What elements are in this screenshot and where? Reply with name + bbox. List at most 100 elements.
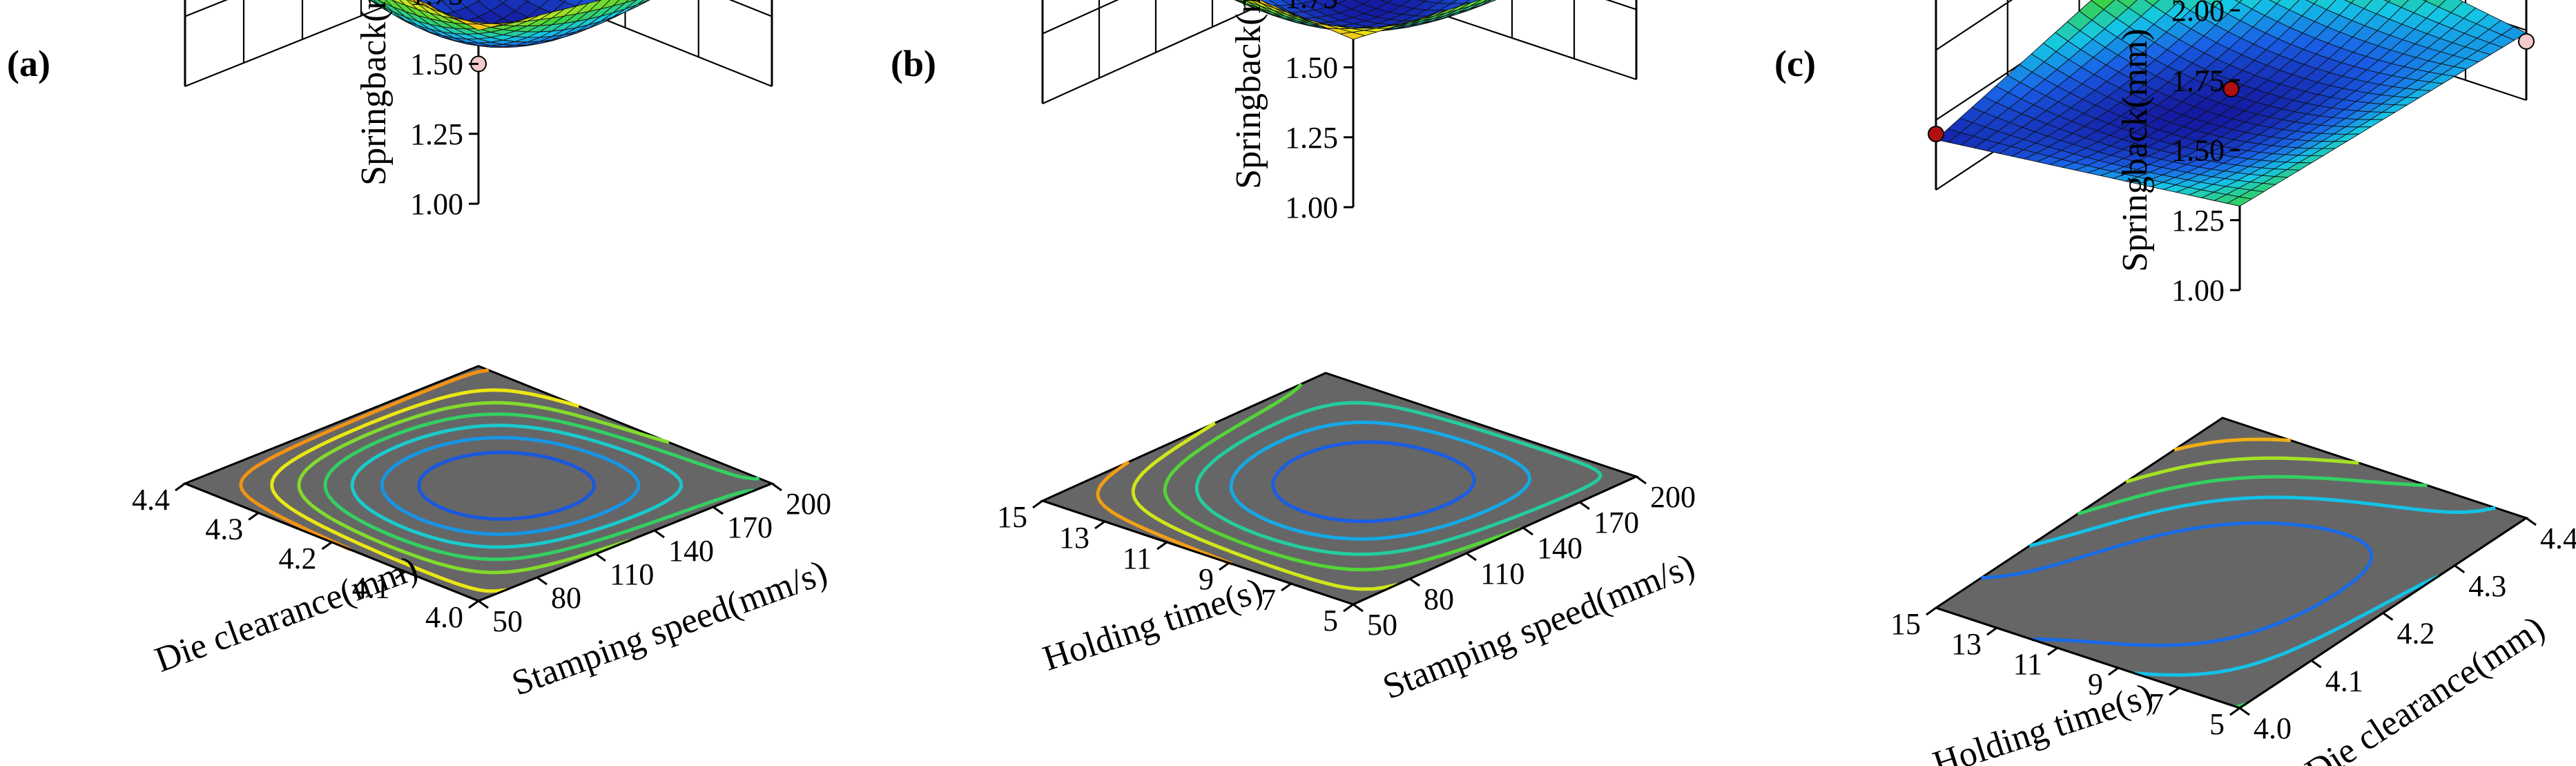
x-tick-mark (1094, 520, 1105, 530)
x-axis-title: Holding time(s) (1928, 676, 2158, 766)
y-tick-label: 50 (492, 604, 523, 638)
y-tick-label: 200 (1650, 480, 1696, 514)
y-tick-mark (595, 553, 606, 562)
contour-line (1131, 421, 1398, 591)
response-surface (1234, 0, 1497, 40)
y-axis-line (1353, 475, 1637, 606)
surface-facet (466, 23, 492, 31)
contour-line (417, 450, 597, 521)
x-tick-label: 5 (2209, 707, 2225, 741)
z-tick-label: 1.00 (1285, 191, 1338, 224)
grid-line (1042, 0, 1119, 35)
panel-label: (c) (1774, 43, 1816, 84)
design-point (1928, 126, 1944, 142)
z-axis-title: Springback(mm) (2115, 28, 2155, 271)
panel-label: (a) (7, 43, 50, 84)
x-tick-label: 11 (1123, 542, 1152, 575)
y-tick-mark (2239, 707, 2250, 716)
response-surface (1935, 0, 2527, 207)
x-tick-label: 4.3 (205, 513, 243, 546)
response-surface (369, 0, 650, 48)
y-tick-label: 170 (1594, 506, 1639, 539)
y-tick-mark (2454, 564, 2466, 573)
y-tick-label: 80 (551, 581, 581, 615)
panel-a: 4.0 4.1 4.2 4.3 4.4 50 80 110 140 170 200 1.00 1.25 1… (7, 0, 833, 704)
y-tick-mark (654, 529, 665, 539)
surface-facet (1379, 0, 1393, 3)
back-wall-y (1326, 0, 1636, 477)
contour-line (297, 401, 670, 575)
grid-line (184, 0, 403, 88)
y-tick-mark (1579, 501, 1590, 510)
surface-facet (2226, 196, 2253, 207)
surface-facet (2269, 0, 2281, 4)
panel-c: 5 7 9 11 13 15 4.0 4.1 4.2 4.3 4.4 1.00 1.25 1.50 1.75… (1774, 0, 2576, 766)
x-tick-label: 15 (997, 500, 1027, 534)
x-axis-line (1042, 499, 1354, 606)
x-tick-label: 4.4 (132, 483, 170, 517)
x-tick-mark (2229, 707, 2240, 716)
x-tick-label: 11 (2013, 647, 2042, 681)
y-tick-mark (1522, 526, 1533, 536)
contour-line (2173, 437, 2291, 452)
z-tick-label: 1.50 (410, 48, 463, 82)
y-tick-mark (713, 506, 724, 515)
y-tick-label: 170 (727, 510, 773, 544)
surface-facet (2144, 0, 2160, 6)
x-tick-mark (1986, 626, 1997, 636)
x-tick-label: 9 (2088, 667, 2103, 701)
x-tick-label: 7 (1261, 583, 1276, 617)
contour-line (1271, 440, 1476, 524)
x-tick-label: 15 (1890, 607, 1921, 641)
back-wall-x (1043, 0, 1326, 501)
z-axis-title: Springback(mm) (354, 0, 394, 186)
y-tick-mark (1409, 577, 1420, 587)
y-tick-label: 110 (1480, 557, 1524, 591)
grid-line (1042, 0, 1275, 105)
x-tick-mark (468, 600, 479, 609)
y-axis-line (478, 482, 773, 602)
y-tick-mark (2526, 517, 2537, 526)
grid-line (554, 0, 773, 88)
y-tick-mark (1466, 552, 1477, 562)
y-tick-label: 50 (1367, 608, 1397, 642)
z-tick-label: 1.75 (410, 0, 463, 11)
y-tick-label: 80 (1424, 582, 1454, 616)
x-tick-label: 13 (1951, 627, 1982, 661)
surface-facet (1243, 0, 1248, 2)
x-tick-label: 4.0 (425, 600, 463, 634)
x-tick-mark (2108, 667, 2119, 676)
z-tick-label: 1.50 (2171, 134, 2225, 168)
contour-line (2125, 456, 2359, 483)
panel-label: (b) (891, 43, 936, 84)
z-tick-label: 1.25 (410, 117, 463, 151)
contour-line (350, 423, 684, 549)
x-tick-mark (394, 571, 406, 580)
grid-line (1935, 0, 2013, 51)
x-tick-mark (1343, 603, 1354, 613)
y-tick-label: 140 (1537, 531, 1582, 565)
z-tick-label: 1.00 (410, 187, 463, 221)
y-tick-label: 4.1 (2325, 664, 2363, 698)
y-tick-label: 140 (668, 534, 714, 568)
grid-line (1395, 0, 1637, 81)
y-tick-label: 110 (610, 557, 654, 591)
contour-line (1229, 420, 1531, 541)
z-tick-label: 1.00 (2171, 274, 2225, 307)
x-tick-mark (2047, 647, 2058, 656)
back-wall-x (185, 0, 478, 483)
y-tick-mark (2310, 660, 2322, 669)
z-tick-label: 1.25 (2171, 204, 2225, 238)
y-tick-mark (478, 600, 489, 609)
z-tick-label: 2.00 (2171, 0, 2225, 28)
contour-line (323, 412, 759, 562)
z-tick-label: 1.75 (1285, 0, 1338, 15)
y-tick-label: 4.4 (2540, 521, 2576, 555)
back-wall-y (478, 0, 772, 483)
panel-b: 5 7 9 11 13 15 50 80 110 140 170 200 1.00 1.25 1.50 1.7… (891, 0, 1700, 707)
x-tick-mark (1926, 606, 1937, 616)
z-tick-label: 1.50 (1285, 51, 1338, 85)
x-tick-label: 7 (2149, 687, 2164, 721)
z-tick-label: 1.75 (2171, 64, 2225, 97)
